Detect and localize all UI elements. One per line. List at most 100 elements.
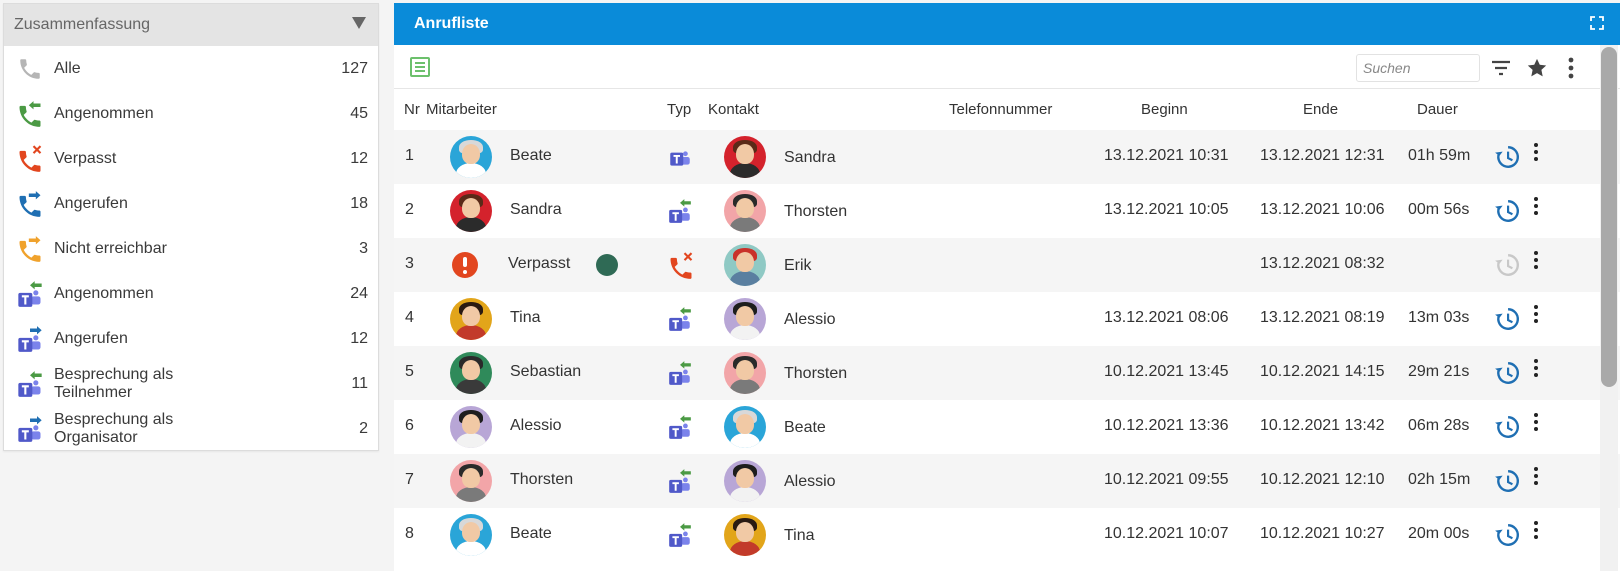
history-icon[interactable] <box>1494 198 1520 224</box>
mitarbeiter-avatar[interactable] <box>450 406 492 448</box>
summary-item-nicht-erreichbar[interactable]: Nicht erreichbar 3 <box>4 226 378 271</box>
kontakt-avatar[interactable] <box>724 352 766 394</box>
small-avatar[interactable] <box>596 254 618 276</box>
teams-incoming-icon <box>666 360 694 386</box>
table-row[interactable]: 1 Beate Sandra 13.12.2021 10:31 13.12.20… <box>394 130 1620 184</box>
row-more-icon[interactable] <box>1531 143 1541 163</box>
kontakt-name[interactable]: Thorsten <box>784 365 848 382</box>
summary-item-teams-angenommen[interactable]: Angenommen 24 <box>4 271 378 316</box>
summary-item-label: Verpasst <box>54 149 117 167</box>
row-nr: 1 <box>405 147 414 164</box>
summary-item-label: Angerufen <box>54 329 128 347</box>
beginn: 10.12.2021 13:45 <box>1104 363 1229 380</box>
mitarbeiter-avatar[interactable] <box>450 136 492 178</box>
summary-item-count: 11 <box>351 374 368 392</box>
kontakt-name[interactable]: Alessio <box>784 311 836 328</box>
search-input[interactable] <box>1356 54 1480 82</box>
column-header-kontakt[interactable]: Kontakt <box>708 101 759 118</box>
collapse-caret-icon[interactable] <box>352 17 366 29</box>
summary-item-count: 2 <box>359 419 368 437</box>
column-header-mitarbeiter[interactable]: Mitarbeiter <box>426 101 497 118</box>
summary-item-angerufen[interactable]: Angerufen 18 <box>4 181 378 226</box>
filter-icon[interactable] <box>1488 55 1514 81</box>
table-row[interactable]: 7 Thorsten Alessio 10.12.2021 09:55 10.1… <box>394 454 1620 508</box>
row-more-icon[interactable] <box>1531 359 1541 379</box>
summary-item-count: 18 <box>350 194 368 212</box>
summary-item-alle[interactable]: Alle 127 <box>4 46 378 91</box>
table-row[interactable]: 6 Alessio Beate 10.12.2021 13:36 10.12.2… <box>394 400 1620 454</box>
summary-header[interactable]: Zusammenfassung <box>4 4 378 46</box>
row-nr: 4 <box>405 309 414 326</box>
kontakt-name[interactable]: Tina <box>784 527 815 544</box>
ende: 13.12.2021 12:31 <box>1260 147 1385 164</box>
teams-outgoing-icon <box>14 323 46 355</box>
summary-item-verpasst[interactable]: Verpasst 12 <box>4 136 378 181</box>
dauer: 02h 15m <box>1408 471 1471 488</box>
kontakt-avatar[interactable] <box>724 406 766 448</box>
mitarbeiter-name: Tina <box>510 309 541 326</box>
column-header-dauer[interactable]: Dauer <box>1417 101 1458 118</box>
list-view-icon[interactable] <box>410 57 430 77</box>
history-icon[interactable] <box>1494 144 1520 170</box>
scrollbar-thumb[interactable] <box>1601 47 1617 387</box>
kontakt-avatar[interactable] <box>724 298 766 340</box>
ende: 13.12.2021 08:32 <box>1260 255 1385 272</box>
mitarbeiter-avatar[interactable] <box>450 514 492 556</box>
history-icon[interactable] <box>1494 468 1520 494</box>
kontakt-name[interactable]: Erik <box>784 257 812 274</box>
kontakt-name[interactable]: Alessio <box>784 473 836 490</box>
column-header-nr[interactable]: Nr <box>404 101 420 118</box>
mitarbeiter-name: Beate <box>510 525 552 542</box>
kontakt-avatar[interactable] <box>724 460 766 502</box>
summary-item-besprechung-teilnehmer[interactable]: Besprechung als Teilnehmer 11 <box>4 361 378 406</box>
ende: 10.12.2021 13:42 <box>1260 417 1385 434</box>
table-row[interactable]: 4 Tina Alessio 13.12.2021 08:06 13.12.20… <box>394 292 1620 346</box>
history-icon[interactable] <box>1494 252 1520 278</box>
column-header-telefonnummer[interactable]: Telefonnummer <box>949 101 1053 118</box>
row-more-icon[interactable] <box>1531 197 1541 217</box>
table-row[interactable]: 8 Beate Tina 10.12.2021 10:07 10.12.2021… <box>394 508 1620 562</box>
mitarbeiter-avatar[interactable] <box>450 352 492 394</box>
row-more-icon[interactable] <box>1531 305 1541 325</box>
row-more-icon[interactable] <box>1531 251 1541 271</box>
row-more-icon[interactable] <box>1531 521 1541 541</box>
ende: 10.12.2021 12:10 <box>1260 471 1385 488</box>
kontakt-avatar[interactable] <box>724 190 766 232</box>
more-vert-icon[interactable] <box>1558 55 1584 81</box>
table-row[interactable]: 3 Verpasst Erik 13.12.2021 08:32 <box>394 238 1620 292</box>
teams-meeting-organizer-icon <box>14 413 46 445</box>
row-more-icon[interactable] <box>1531 467 1541 487</box>
table-body: 1 Beate Sandra 13.12.2021 10:31 13.12.20… <box>394 130 1620 562</box>
mitarbeiter-avatar[interactable] <box>450 298 492 340</box>
phone-missed-icon <box>14 143 46 175</box>
mitarbeiter-avatar[interactable] <box>450 460 492 502</box>
scrollbar[interactable] <box>1600 45 1618 571</box>
column-header-beginn[interactable]: Beginn <box>1141 101 1188 118</box>
kontakt-avatar[interactable] <box>724 136 766 178</box>
table-row[interactable]: 2 Sandra Thorsten 13.12.2021 10:05 13.12… <box>394 184 1620 238</box>
kontakt-name[interactable]: Beate <box>784 419 826 436</box>
summary-item-teams-angerufen[interactable]: Angerufen 12 <box>4 316 378 361</box>
ende: 10.12.2021 10:27 <box>1260 525 1385 542</box>
fullscreen-icon[interactable] <box>1590 16 1604 30</box>
column-header-typ[interactable]: Typ <box>667 101 692 118</box>
column-header-ende[interactable]: Ende <box>1303 101 1339 118</box>
dauer: 01h 59m <box>1408 147 1471 164</box>
table-header: Nr Mitarbeiter Typ Kontakt Telefonnummer… <box>394 89 1620 130</box>
summary-item-angenommen[interactable]: Angenommen 45 <box>4 91 378 136</box>
history-icon[interactable] <box>1494 360 1520 386</box>
mitarbeiter-avatar[interactable] <box>450 190 492 232</box>
kontakt-avatar[interactable] <box>724 514 766 556</box>
kontakt-avatar[interactable] <box>724 244 766 286</box>
mitarbeiter-name: Sandra <box>510 201 562 218</box>
history-icon[interactable] <box>1494 522 1520 548</box>
kontakt-name[interactable]: Thorsten <box>784 203 848 220</box>
teams-meeting-participant-icon <box>14 368 46 400</box>
row-more-icon[interactable] <box>1531 413 1541 433</box>
history-icon[interactable] <box>1494 414 1520 440</box>
table-row[interactable]: 5 Sebastian Thorsten 10.12.2021 13:45 10… <box>394 346 1620 400</box>
history-icon[interactable] <box>1494 306 1520 332</box>
summary-item-besprechung-organisator[interactable]: Besprechung als Organisator 2 <box>4 406 378 451</box>
star-icon[interactable] <box>1524 55 1550 81</box>
kontakt-name[interactable]: Sandra <box>784 149 836 166</box>
